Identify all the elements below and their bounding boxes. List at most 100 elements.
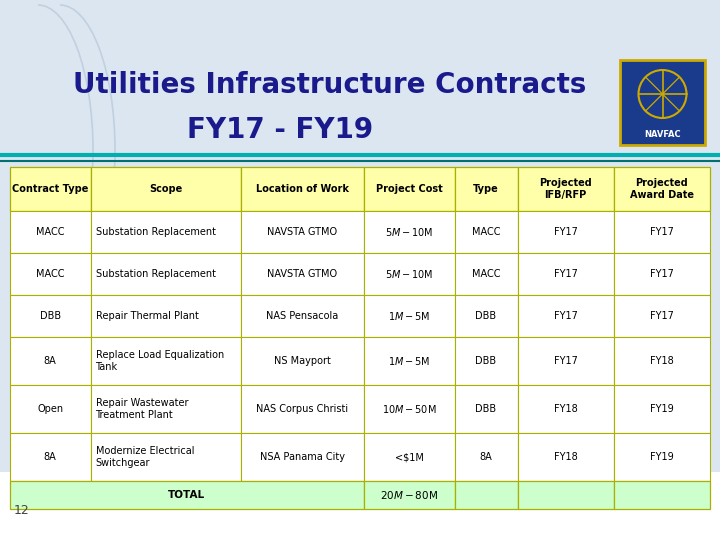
Text: NSA Panama City: NSA Panama City [260, 452, 345, 462]
Text: Substation Replacement: Substation Replacement [96, 227, 215, 237]
Bar [518, 481, 613, 509]
Bar [613, 481, 710, 509]
Bar [454, 295, 518, 337]
Text: $5M -$10M: $5M -$10M [384, 268, 433, 280]
Text: NS Mayport: NS Mayport [274, 356, 330, 366]
Bar [241, 385, 364, 433]
Bar [364, 211, 454, 253]
Bar [241, 167, 364, 211]
Bar [454, 481, 518, 509]
Bar [454, 167, 518, 211]
Bar [241, 337, 364, 385]
Text: FY18: FY18 [650, 356, 674, 366]
Text: Utilities Infrastructure Contracts: Utilities Infrastructure Contracts [73, 71, 587, 99]
Text: Projected
IFB/RFP: Projected IFB/RFP [539, 178, 592, 200]
Text: $1M- $5M: $1M- $5M [388, 355, 430, 367]
Bar [613, 253, 710, 295]
Text: FY17: FY17 [554, 227, 577, 237]
Text: Scope: Scope [149, 184, 182, 194]
Bar [0, 472, 720, 540]
Text: 8A: 8A [44, 452, 57, 462]
Text: NAVSTA GTMO: NAVSTA GTMO [267, 227, 337, 237]
Bar [613, 167, 710, 211]
Bar [10, 253, 91, 295]
Bar [91, 295, 241, 337]
Bar [613, 337, 710, 385]
Bar [91, 385, 241, 433]
Bar [518, 433, 613, 481]
Text: Projected
Award Date: Projected Award Date [630, 178, 694, 200]
Text: Substation Replacement: Substation Replacement [96, 269, 215, 279]
Bar [454, 385, 518, 433]
Bar [364, 481, 454, 509]
Text: FY17: FY17 [650, 311, 674, 321]
Text: NAVFAC: NAVFAC [644, 130, 681, 139]
Text: MACC: MACC [472, 227, 500, 237]
Bar [91, 253, 241, 295]
Text: FY19: FY19 [650, 404, 674, 414]
Bar [454, 337, 518, 385]
Text: Contract Type: Contract Type [12, 184, 89, 194]
Bar [241, 253, 364, 295]
Bar [10, 481, 364, 509]
Bar [364, 433, 454, 481]
Text: Repair Wastewater
Treatment Plant: Repair Wastewater Treatment Plant [96, 398, 188, 420]
Bar [454, 253, 518, 295]
Bar [518, 295, 613, 337]
Text: DBB: DBB [475, 404, 497, 414]
Text: NAS Corpus Christi: NAS Corpus Christi [256, 404, 348, 414]
Bar [91, 337, 241, 385]
Bar [613, 433, 710, 481]
Text: Open: Open [37, 404, 63, 414]
Text: MACC: MACC [36, 227, 65, 237]
Text: NAVSTA GTMO: NAVSTA GTMO [267, 269, 337, 279]
Bar [91, 433, 241, 481]
Text: FY19: FY19 [650, 452, 674, 462]
Bar [518, 167, 613, 211]
Bar [10, 337, 91, 385]
Text: FY17: FY17 [650, 269, 674, 279]
Bar [364, 253, 454, 295]
Text: $5M -$10M: $5M -$10M [384, 226, 433, 238]
Bar [241, 433, 364, 481]
Text: Modernize Electrical
Switchgear: Modernize Electrical Switchgear [96, 446, 194, 468]
Text: <$1M: <$1M [395, 452, 423, 462]
Bar [364, 385, 454, 433]
Text: FY18: FY18 [554, 452, 577, 462]
Bar [613, 385, 710, 433]
Bar [10, 385, 91, 433]
Text: $1M- $5M: $1M- $5M [388, 310, 430, 322]
Bar [454, 211, 518, 253]
Bar [10, 295, 91, 337]
Bar [613, 211, 710, 253]
Text: DBB: DBB [475, 311, 497, 321]
Bar [518, 253, 613, 295]
Bar [454, 433, 518, 481]
Text: FY17: FY17 [554, 356, 577, 366]
Bar [518, 211, 613, 253]
Text: FY17: FY17 [554, 269, 577, 279]
Text: MACC: MACC [472, 269, 500, 279]
Text: Location of Work: Location of Work [256, 184, 348, 194]
Text: MACC: MACC [36, 269, 65, 279]
Text: Replace Load Equalization
Tank: Replace Load Equalization Tank [96, 350, 224, 372]
Bar [620, 60, 705, 145]
Text: 12: 12 [14, 503, 30, 516]
Text: FY18: FY18 [554, 404, 577, 414]
Text: DBB: DBB [40, 311, 60, 321]
Text: FY17: FY17 [554, 311, 577, 321]
Bar [364, 337, 454, 385]
Text: FY17: FY17 [650, 227, 674, 237]
Bar [10, 211, 91, 253]
Bar [364, 167, 454, 211]
Text: Type: Type [473, 184, 499, 194]
Bar [10, 167, 91, 211]
Text: 8A: 8A [44, 356, 57, 366]
Text: NAS Pensacola: NAS Pensacola [266, 311, 338, 321]
Text: Repair Thermal Plant: Repair Thermal Plant [96, 311, 199, 321]
Bar [241, 211, 364, 253]
Bar [10, 433, 91, 481]
Bar [91, 167, 241, 211]
Text: $20M -$80M: $20M -$80M [380, 489, 438, 501]
Text: TOTAL: TOTAL [168, 490, 205, 500]
